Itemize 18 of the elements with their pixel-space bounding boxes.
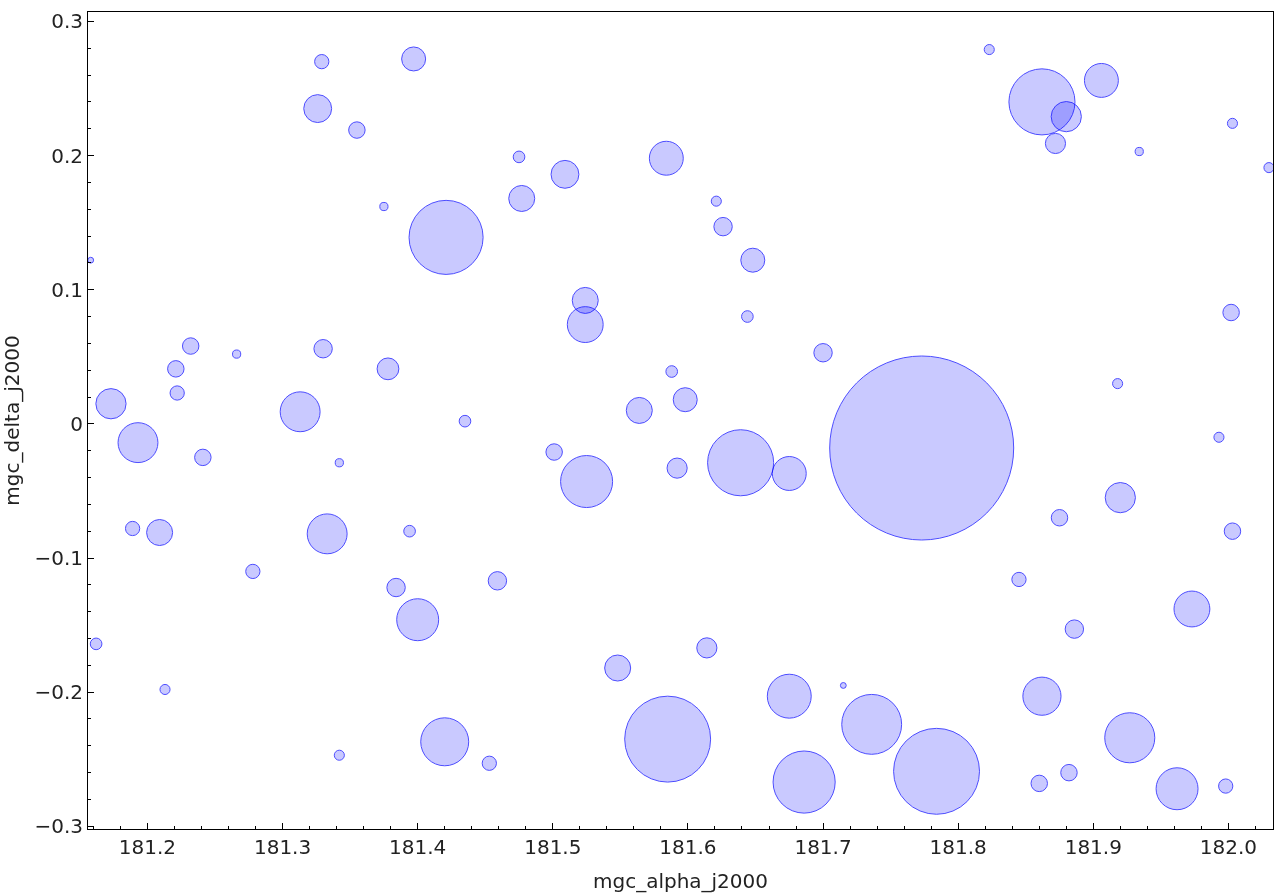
y-tick-label: −0.2 bbox=[34, 680, 83, 705]
y-tick-label: 0.1 bbox=[51, 277, 83, 302]
x-tick-label: 181.6 bbox=[659, 835, 717, 859]
x-axis-title: mgc_alpha_j2000 bbox=[592, 868, 769, 893]
x-tick-label: 181.9 bbox=[1064, 835, 1122, 859]
x-tick-label: 181.2 bbox=[118, 835, 177, 859]
x-tick-label: 181.3 bbox=[253, 835, 312, 859]
y-tick-label: 0.3 bbox=[51, 9, 83, 34]
x-tick-label: 182.0 bbox=[1199, 835, 1258, 859]
y-tick-label: −0.1 bbox=[34, 546, 83, 571]
y-axis-title: mgc_delta_j2000 bbox=[0, 335, 24, 506]
x-tick-label: 181.5 bbox=[524, 835, 582, 859]
x-tick-label: 181.4 bbox=[389, 835, 447, 859]
x-tick-label: 181.8 bbox=[929, 835, 987, 859]
x-tick-label: 181.7 bbox=[794, 835, 852, 859]
y-tick-label: 0.2 bbox=[51, 143, 83, 168]
y-tick-label: −0.3 bbox=[34, 814, 83, 839]
y-tick-label: 0 bbox=[70, 411, 83, 436]
